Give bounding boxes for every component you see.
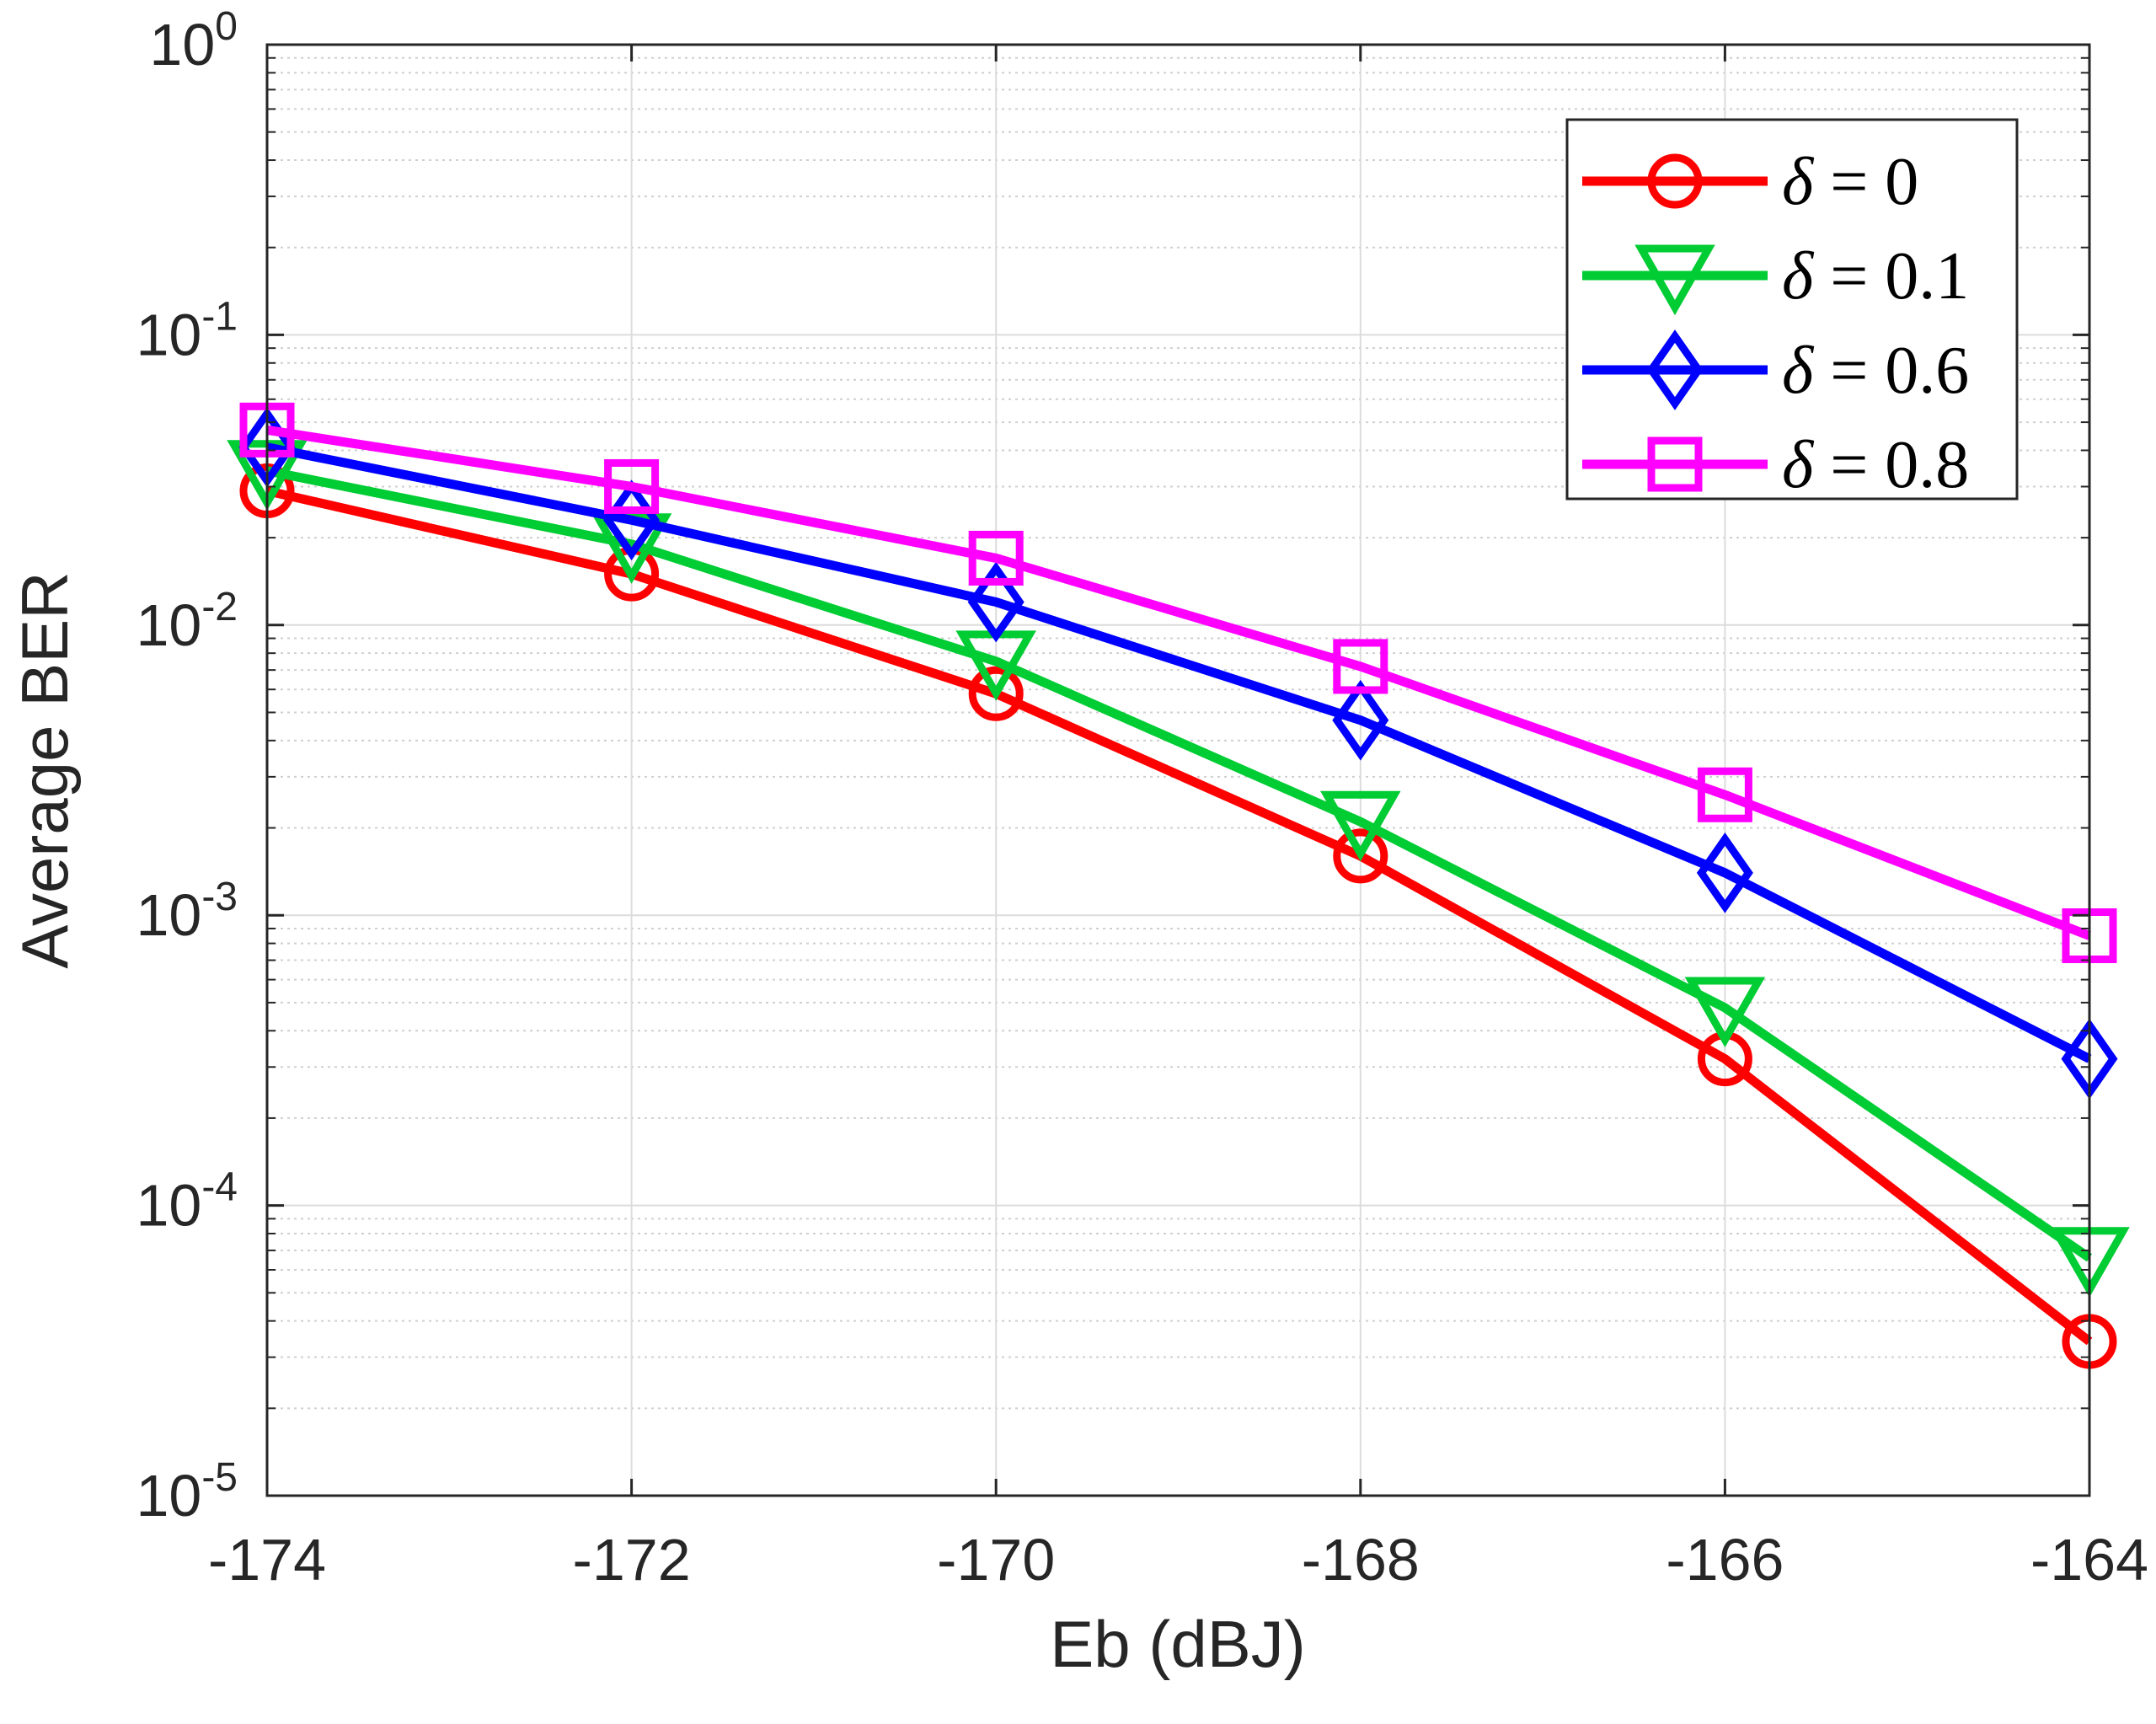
y-tick-label: 10-2 (136, 585, 238, 658)
data-point (1697, 767, 1752, 822)
data-point (1332, 679, 1389, 761)
legend-marker (1647, 436, 1703, 492)
y-tick-label: 100 (149, 4, 238, 78)
y-tick-label: 10-4 (136, 1165, 238, 1239)
x-tick-label: -168 (1302, 1527, 1420, 1593)
legend-marker (1634, 244, 1715, 316)
data-point (968, 530, 1024, 586)
legend-marker (1646, 329, 1704, 410)
legend-item: δ = 0.6 (1582, 329, 1969, 410)
series-line (266, 425, 2091, 940)
legend-item: δ = 0 (1582, 145, 1918, 219)
legend: δ = 0 δ = 0.1 δ = 0.6 δ = 0.8 (1565, 118, 2019, 502)
data-point (1333, 639, 1388, 694)
data-point (1684, 977, 1766, 1048)
x-tick-label: -174 (208, 1527, 326, 1593)
x-tick-label: -164 (2030, 1527, 2148, 1593)
data-point (968, 666, 1024, 721)
y-tick-label: 10-3 (136, 875, 238, 948)
x-tick-label: -166 (1666, 1527, 1784, 1593)
x-tick-label: -172 (573, 1527, 691, 1593)
data-point (1696, 833, 1753, 913)
legend-box (1565, 118, 2019, 501)
x-axis-label: Eb (dBJ) (1050, 1607, 1305, 1681)
y-axis-label: Average BER (8, 571, 82, 968)
plot-frame (265, 43, 2091, 1497)
y-tick-label: 10-1 (136, 294, 238, 367)
data-point (604, 458, 660, 514)
legend-marker (1647, 153, 1703, 209)
data-point (1320, 790, 1401, 862)
legend-label: δ = 0.1 (1782, 239, 1969, 313)
data-point (1333, 828, 1388, 884)
legend-label: δ = 0.8 (1782, 428, 1969, 502)
y-tick-label: 10-5 (136, 1455, 238, 1529)
series-layer (227, 402, 2130, 1369)
ticks: -174 -172 -170 -168 -166 -164 10-5 10-4 10-3 10-2… (136, 4, 2148, 1593)
legend-label: δ = 0.6 (1782, 334, 1969, 408)
legend-item: δ = 0.1 (1582, 239, 1969, 316)
series-line (265, 486, 2093, 1346)
legend-label: δ = 0 (1782, 145, 1918, 219)
legend-item: δ = 0.8 (1582, 428, 1969, 502)
series-line (265, 442, 2092, 1063)
series-line (265, 466, 2093, 1262)
data-point (967, 561, 1025, 643)
x-tick-label: -170 (937, 1527, 1055, 1593)
